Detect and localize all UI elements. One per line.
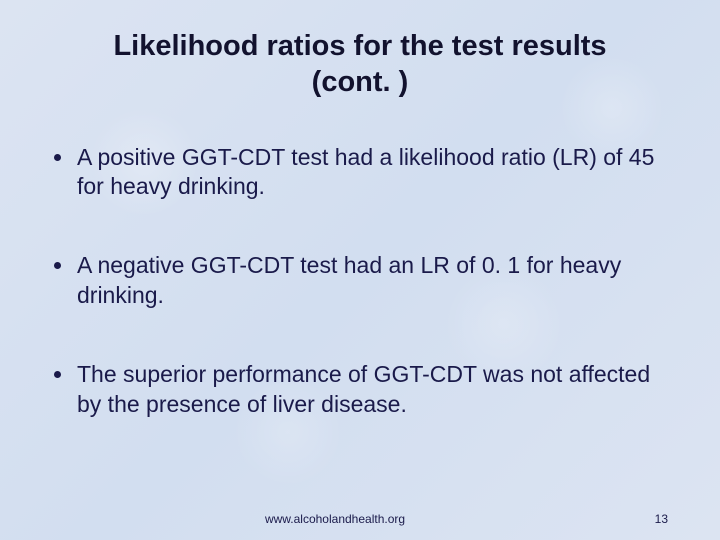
bullet-text: A negative GGT-CDT test had an LR of 0. … [77, 251, 672, 310]
title-line1: Likelihood ratios for the test results [113, 30, 606, 62]
bullet-list: A positive GGT-CDT test had a likelihood… [48, 143, 672, 521]
slide-container: Likelihood ratios for the test results (… [0, 0, 720, 540]
list-item: A negative GGT-CDT test had an LR of 0. … [54, 251, 672, 310]
slide-title: Likelihood ratios for the test results (… [48, 28, 672, 101]
footer-url: www.alcoholandhealth.org [265, 512, 405, 526]
list-item: A positive GGT-CDT test had a likelihood… [54, 143, 672, 202]
bullet-icon [54, 154, 61, 161]
title-line2: (cont. ) [312, 66, 409, 98]
bullet-icon [54, 371, 61, 378]
bullet-icon [54, 262, 61, 269]
slide-footer: www.alcoholandhealth.org 13 [0, 512, 720, 526]
bullet-text: A positive GGT-CDT test had a likelihood… [77, 143, 672, 202]
bullet-text: The superior performance of GGT-CDT was … [77, 360, 672, 419]
footer-page-number: 13 [655, 512, 668, 526]
list-item: The superior performance of GGT-CDT was … [54, 360, 672, 419]
